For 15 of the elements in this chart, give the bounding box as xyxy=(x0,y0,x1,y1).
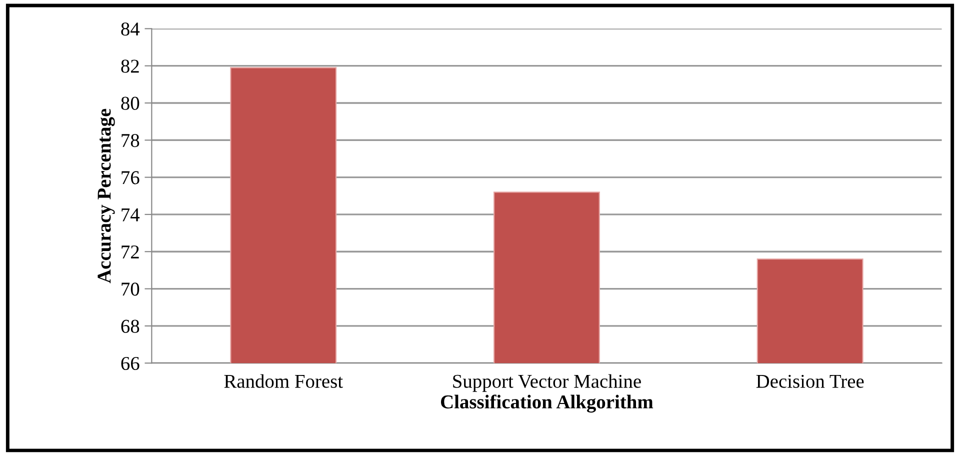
x-tick-label: Random Forest xyxy=(224,374,343,388)
y-tick-label: 68 xyxy=(121,320,140,333)
y-tick-label: 84 xyxy=(121,22,140,36)
y-tick-label: 74 xyxy=(122,208,140,222)
y-tick-label: 66 xyxy=(121,356,140,370)
y-tick-label: 80 xyxy=(121,96,140,110)
x-tick-label: Support Vector Machine xyxy=(453,374,641,392)
y-tick-label: 76 xyxy=(122,171,140,184)
y-tick-label: 82 xyxy=(121,60,139,73)
y-tick-label: 72 xyxy=(122,245,139,258)
y-tick-label: 78 xyxy=(122,134,140,148)
y-tick-label: 70 xyxy=(122,282,140,296)
y-axis-title: Accuracy Percentage xyxy=(98,108,115,284)
x-tick-label: Decision Tree xyxy=(756,374,864,388)
x-axis-title: Classification Alkgorithm xyxy=(440,394,654,413)
